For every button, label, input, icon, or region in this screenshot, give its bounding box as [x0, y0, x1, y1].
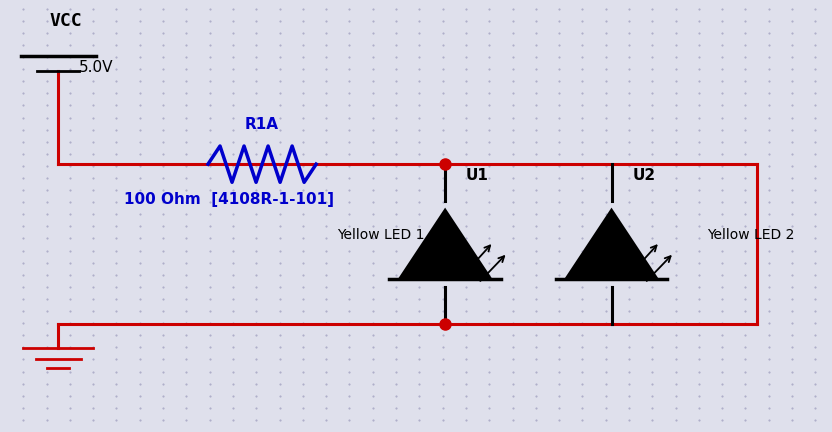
Polygon shape — [399, 210, 491, 279]
Text: Yellow LED 2: Yellow LED 2 — [707, 229, 795, 242]
Polygon shape — [566, 210, 657, 279]
Text: 100 Ohm  [4108R-1-101]: 100 Ohm [4108R-1-101] — [124, 192, 334, 207]
Text: R1A: R1A — [245, 117, 279, 132]
Text: Yellow LED 1: Yellow LED 1 — [337, 229, 424, 242]
Text: U1: U1 — [466, 168, 488, 184]
Text: VCC: VCC — [50, 12, 82, 30]
Text: U2: U2 — [632, 168, 656, 184]
Text: 5.0V: 5.0V — [79, 60, 113, 76]
